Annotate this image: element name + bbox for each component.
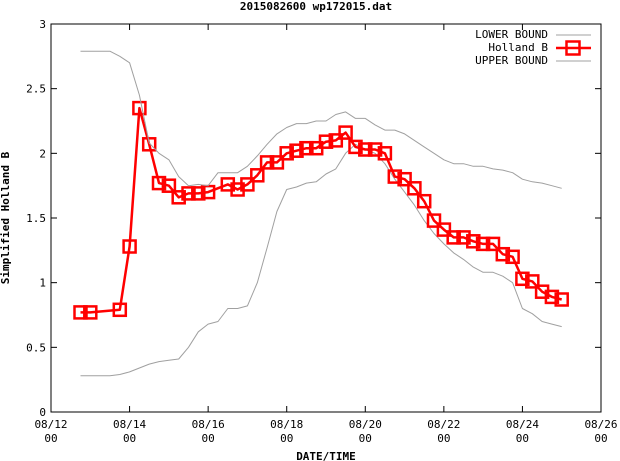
y-axis-ticks: 0 0.5 1 1.5 2 2.5 3 bbox=[26, 18, 601, 419]
legend-label-holland-b: Holland B bbox=[488, 41, 548, 54]
x-tick-label-hour: 00 bbox=[44, 432, 57, 445]
data-point-holland-b bbox=[132, 100, 147, 116]
x-tick-label-date: 08/14 bbox=[113, 418, 146, 431]
legend: LOWER BOUND Holland B UPPER BOUND bbox=[475, 28, 591, 67]
data-point-holland-b bbox=[240, 177, 255, 192]
y-tick-label: 2 bbox=[39, 147, 46, 160]
x-tick-label-hour: 00 bbox=[516, 432, 529, 445]
legend-label-lower-bound: LOWER BOUND bbox=[475, 28, 548, 41]
data-point-holland-b bbox=[456, 230, 471, 245]
data-point-holland-b bbox=[426, 213, 442, 228]
data-point-holland-b bbox=[475, 236, 491, 252]
x-tick-label-hour: 00 bbox=[123, 432, 136, 445]
data-point-holland-b bbox=[348, 139, 363, 155]
data-point-holland-b bbox=[73, 305, 88, 320]
data-point-holland-b bbox=[191, 186, 206, 201]
data-point-holland-b bbox=[515, 271, 530, 287]
data-point-holland-b bbox=[122, 239, 137, 254]
data-point-holland-b bbox=[377, 146, 393, 161]
data-point-holland-b bbox=[279, 146, 294, 161]
data-point-holland-b bbox=[181, 186, 196, 201]
y-tick-label: 0 bbox=[39, 406, 46, 419]
x-axis-label: DATE/TIME bbox=[296, 450, 356, 461]
data-point-holland-b bbox=[436, 222, 452, 237]
data-point-holland-b bbox=[141, 137, 157, 152]
data-point-holland-b bbox=[544, 289, 560, 305]
y-tick-label: 2.5 bbox=[26, 83, 46, 96]
data-point-holland-b bbox=[387, 169, 403, 184]
data-point-holland-b bbox=[495, 246, 511, 262]
data-point-holland-b bbox=[171, 190, 186, 205]
series-line-lower-bound bbox=[80, 143, 562, 377]
x-tick-label-hour: 00 bbox=[437, 432, 450, 445]
y-tick-label: 1 bbox=[39, 277, 46, 290]
data-point-holland-b bbox=[269, 155, 285, 170]
data-point-holland-b bbox=[161, 178, 177, 193]
x-tick-label-date: 08/16 bbox=[192, 418, 225, 431]
data-point-holland-b bbox=[416, 193, 432, 209]
y-axis-label: Simplified Holland B bbox=[0, 151, 12, 284]
x-axis-ticks: 08/120008/140008/160008/180008/200008/22… bbox=[34, 24, 618, 445]
data-point-holland-b bbox=[289, 143, 304, 158]
data-point-holland-b bbox=[151, 175, 167, 191]
data-point-holland-b bbox=[338, 125, 353, 140]
data-point-holland-b bbox=[446, 230, 461, 245]
x-tick-label-date: 08/18 bbox=[270, 418, 303, 431]
data-point-holland-b bbox=[367, 142, 383, 157]
legend-label-upper-bound: UPPER BOUND bbox=[475, 54, 548, 67]
x-tick-label-hour: 00 bbox=[359, 432, 372, 445]
x-tick-label-hour: 00 bbox=[594, 432, 607, 445]
x-tick-label-date: 08/22 bbox=[427, 418, 460, 431]
data-point-holland-b bbox=[485, 236, 501, 252]
data-point-holland-b bbox=[259, 155, 275, 170]
data-point-holland-b bbox=[250, 168, 265, 183]
x-tick-label-date: 08/26 bbox=[584, 418, 617, 431]
x-tick-label-date: 08/12 bbox=[34, 418, 67, 431]
data-point-holland-b bbox=[466, 234, 481, 249]
x-tick-label-date: 08/20 bbox=[349, 418, 382, 431]
y-tick-label: 3 bbox=[39, 18, 46, 31]
data-point-holland-b bbox=[505, 249, 520, 265]
series-line-upper-bound bbox=[80, 50, 562, 189]
data-point-holland-b bbox=[112, 302, 128, 318]
data-point-holland-b bbox=[397, 171, 412, 187]
plot-frame bbox=[50, 23, 602, 413]
data-point-holland-b bbox=[554, 292, 569, 307]
x-tick-label-hour: 00 bbox=[202, 432, 215, 445]
data-point-holland-b bbox=[358, 142, 373, 157]
data-point-holland-b bbox=[328, 133, 344, 148]
x-tick-label-date: 08/24 bbox=[506, 418, 539, 431]
y-tick-label: 0.5 bbox=[26, 341, 46, 354]
x-tick-label-hour: 00 bbox=[280, 432, 293, 445]
chart-title: 2015082600 wp172015.dat bbox=[240, 0, 392, 13]
data-point-holland-b bbox=[407, 181, 422, 196]
y-tick-label: 1.5 bbox=[26, 212, 46, 225]
legend-marker-holland-b bbox=[565, 40, 581, 56]
data-point-holland-b bbox=[318, 134, 334, 149]
data-point-holland-b bbox=[299, 140, 314, 156]
series-layer bbox=[73, 50, 569, 377]
data-point-holland-b bbox=[83, 305, 98, 320]
data-point-holland-b bbox=[525, 274, 540, 289]
